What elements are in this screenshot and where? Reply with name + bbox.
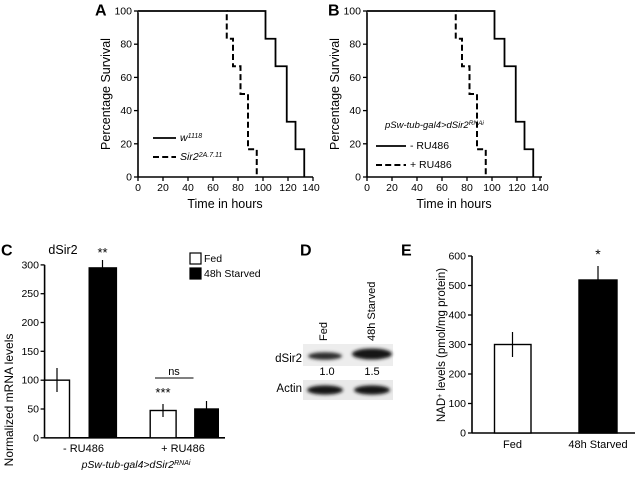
svg-text:60: 60 <box>207 182 219 194</box>
svg-text:NAD+ levels (pmol/mg protein): NAD+ levels (pmol/mg protein) <box>436 268 448 422</box>
svg-text:+ RU486: + RU486 <box>161 443 205 455</box>
svg-text:+ RU486: + RU486 <box>410 159 452 171</box>
svg-text:60: 60 <box>436 182 448 194</box>
svg-text:200: 200 <box>448 369 466 381</box>
svg-text:Sir22A.7.11: Sir22A.7.11 <box>180 151 222 163</box>
svg-text:ns: ns <box>168 366 180 378</box>
svg-text:1.5: 1.5 <box>364 366 379 378</box>
svg-text:20: 20 <box>157 182 169 194</box>
svg-text:80: 80 <box>349 39 361 51</box>
svg-text:40: 40 <box>411 182 423 194</box>
svg-text:100: 100 <box>21 375 39 387</box>
svg-text:C: C <box>1 243 13 260</box>
svg-text:0: 0 <box>33 432 39 444</box>
svg-text:**: ** <box>97 245 107 260</box>
svg-text:60: 60 <box>349 72 361 84</box>
svg-text:Percentage Survival: Percentage Survival <box>328 38 342 150</box>
svg-text:20: 20 <box>386 182 398 194</box>
svg-text:pSw-tub-gal4>dSir2RNAi: pSw-tub-gal4>dSir2RNAi <box>384 120 484 132</box>
svg-text:Fed: Fed <box>503 439 522 451</box>
svg-text:80: 80 <box>461 182 473 194</box>
svg-text:40: 40 <box>120 105 132 117</box>
svg-text:100: 100 <box>448 398 466 410</box>
svg-text:300: 300 <box>448 339 466 351</box>
svg-text:dSir2: dSir2 <box>48 243 77 257</box>
svg-text:300: 300 <box>21 259 39 271</box>
svg-text:Fed: Fed <box>318 322 330 341</box>
svg-text:60: 60 <box>120 72 132 84</box>
svg-text:A: A <box>95 3 107 20</box>
svg-text:E: E <box>401 243 412 260</box>
svg-text:w1118: w1118 <box>180 132 202 144</box>
svg-text:40: 40 <box>182 182 194 194</box>
svg-text:- RU486: - RU486 <box>410 140 449 152</box>
svg-text:48h Starved: 48h Starved <box>568 439 627 451</box>
svg-text:100: 100 <box>483 182 501 194</box>
svg-text:48h Starved: 48h Starved <box>366 282 378 341</box>
svg-text:pSw-tub-gal4>dSir2RNAi: pSw-tub-gal4>dSir2RNAi <box>81 459 191 471</box>
svg-text:50: 50 <box>27 404 39 416</box>
svg-text:dSir2: dSir2 <box>275 353 302 365</box>
svg-text:80: 80 <box>232 182 244 194</box>
svg-text:0: 0 <box>364 182 370 194</box>
svg-text:D: D <box>300 243 312 260</box>
svg-text:100: 100 <box>254 182 272 194</box>
svg-text:Time in hours: Time in hours <box>416 197 491 211</box>
svg-text:100: 100 <box>343 6 361 18</box>
svg-text:140: 140 <box>302 182 320 194</box>
svg-text:500: 500 <box>448 280 466 292</box>
svg-text:200: 200 <box>21 317 39 329</box>
svg-text:0: 0 <box>355 172 361 184</box>
svg-text:120: 120 <box>279 182 297 194</box>
svg-text:*: * <box>595 246 601 262</box>
svg-text:Normalized mRNA levels: Normalized mRNA levels <box>2 334 16 467</box>
svg-text:600: 600 <box>448 251 466 263</box>
svg-text:150: 150 <box>21 346 39 358</box>
svg-text:0: 0 <box>126 172 132 184</box>
svg-text:Percentage Survival: Percentage Survival <box>99 38 113 150</box>
svg-text:0: 0 <box>460 428 466 440</box>
svg-text:***: *** <box>155 385 170 400</box>
svg-text:Fed: Fed <box>204 253 222 265</box>
svg-text:B: B <box>328 3 340 20</box>
svg-text:400: 400 <box>448 310 466 322</box>
svg-text:80: 80 <box>120 39 132 51</box>
svg-text:20: 20 <box>349 138 361 150</box>
svg-text:100: 100 <box>114 6 132 18</box>
svg-text:0: 0 <box>135 182 141 194</box>
svg-text:1.0: 1.0 <box>319 366 334 378</box>
svg-text:- RU486: - RU486 <box>63 443 104 455</box>
svg-text:40: 40 <box>349 105 361 117</box>
svg-text:Actin: Actin <box>276 383 302 395</box>
svg-text:20: 20 <box>120 138 132 150</box>
svg-text:48h Starved: 48h Starved <box>204 268 261 280</box>
svg-text:250: 250 <box>21 288 39 300</box>
svg-text:Time in hours: Time in hours <box>187 197 262 211</box>
svg-text:120: 120 <box>508 182 526 194</box>
svg-text:140: 140 <box>531 182 549 194</box>
